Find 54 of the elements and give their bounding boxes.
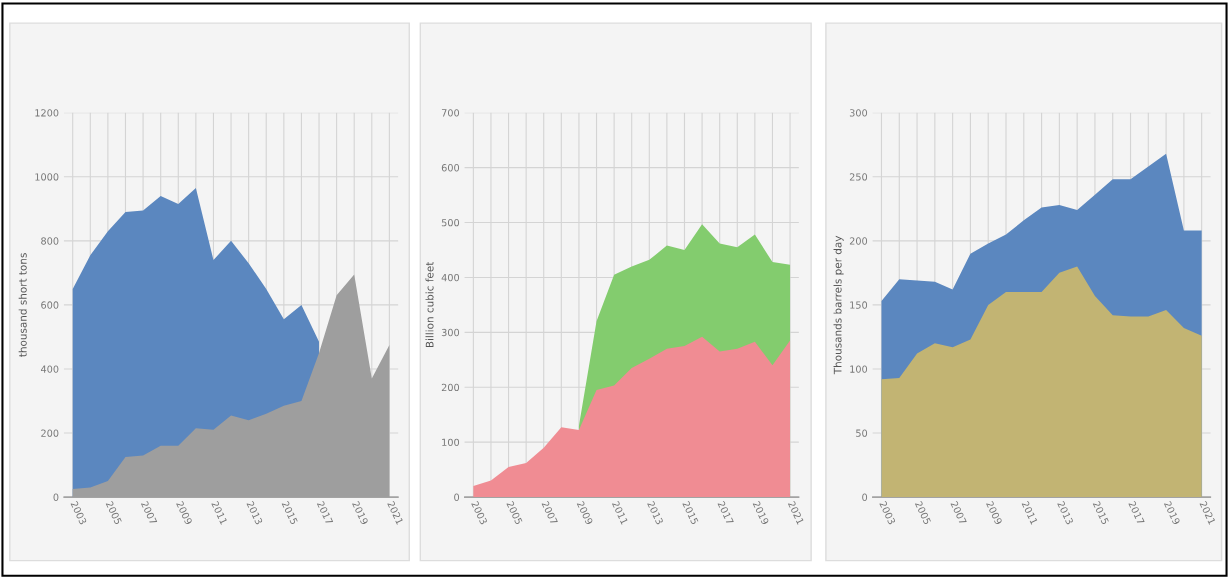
- x-tick-label: 2005: [105, 500, 123, 525]
- x-tick-label: 2003: [471, 500, 488, 525]
- x-tick-label: 2013: [1057, 500, 1074, 525]
- y-tick-label: 150: [850, 301, 868, 309]
- x-tick-label: 2017: [316, 500, 334, 525]
- y-tick-label: 1000: [35, 173, 59, 181]
- x-tick-label: 2005: [506, 500, 523, 525]
- y-tick-label: 300: [849, 109, 868, 117]
- y-tick-label: 800: [41, 237, 59, 245]
- y-tick-label: 200: [849, 237, 868, 245]
- x-tick-label: 2009: [176, 500, 193, 525]
- y-tick-label: 50: [856, 429, 868, 437]
- x-tick-label: 2013: [246, 500, 263, 525]
- y-tick-label: 400: [40, 365, 59, 373]
- x-tick-label: 2011: [1021, 500, 1038, 525]
- y-tick-label: 0: [53, 493, 59, 501]
- x-tick-label: 2021: [1199, 500, 1216, 525]
- x-tick-label: 2019: [752, 500, 770, 525]
- x-tick-label: 2011: [611, 500, 629, 525]
- y-tick-label: 100: [850, 365, 868, 373]
- x-tick-label: 2019: [351, 500, 369, 525]
- y-tick-label: 0: [862, 493, 868, 501]
- y-tick-label: 100: [442, 438, 460, 446]
- y-tick-label: 300: [441, 328, 460, 337]
- y-tick-label: 200: [441, 383, 460, 392]
- x-tick-label: 2009: [576, 500, 594, 525]
- y-axis-title: Billion cubic feet: [425, 261, 434, 348]
- x-tick-label: 2009: [985, 500, 1003, 525]
- y-tick-label: 250: [849, 173, 868, 181]
- x-tick-label: 2013: [647, 500, 664, 525]
- x-tick-label: 2003: [70, 500, 87, 525]
- x-tick-label: 2019: [1163, 500, 1181, 525]
- y-tick-label: 400: [441, 273, 460, 282]
- y-tick-label: 700: [441, 109, 460, 117]
- y-tick-label: 600: [441, 164, 460, 172]
- x-tick-label: 2015: [682, 500, 699, 525]
- y-axis-title: thousand short tons: [18, 253, 27, 357]
- x-tick-label: 2021: [787, 500, 805, 525]
- y-tick-label: 200: [41, 429, 59, 437]
- y-tick-label: 1200: [35, 109, 59, 117]
- x-tick-label: 2007: [140, 500, 158, 525]
- x-tick-label: 2015: [1092, 500, 1110, 525]
- y-tick-label: 0: [454, 493, 460, 501]
- x-tick-label: 2011: [211, 500, 228, 525]
- x-tick-label: 2007: [541, 500, 558, 525]
- y-tick-label: 500: [441, 219, 460, 227]
- x-tick-label: 2015: [281, 500, 299, 525]
- x-tick-label: 2007: [950, 500, 967, 525]
- x-tick-label: 2021: [387, 500, 404, 525]
- y-axis-title: Thousands barrels per day: [833, 235, 844, 375]
- x-tick-label: 2017: [717, 500, 734, 525]
- y-tick-label: 600: [41, 301, 59, 309]
- x-tick-label: 2005: [914, 500, 932, 525]
- x-tick-label: 2003: [879, 500, 896, 525]
